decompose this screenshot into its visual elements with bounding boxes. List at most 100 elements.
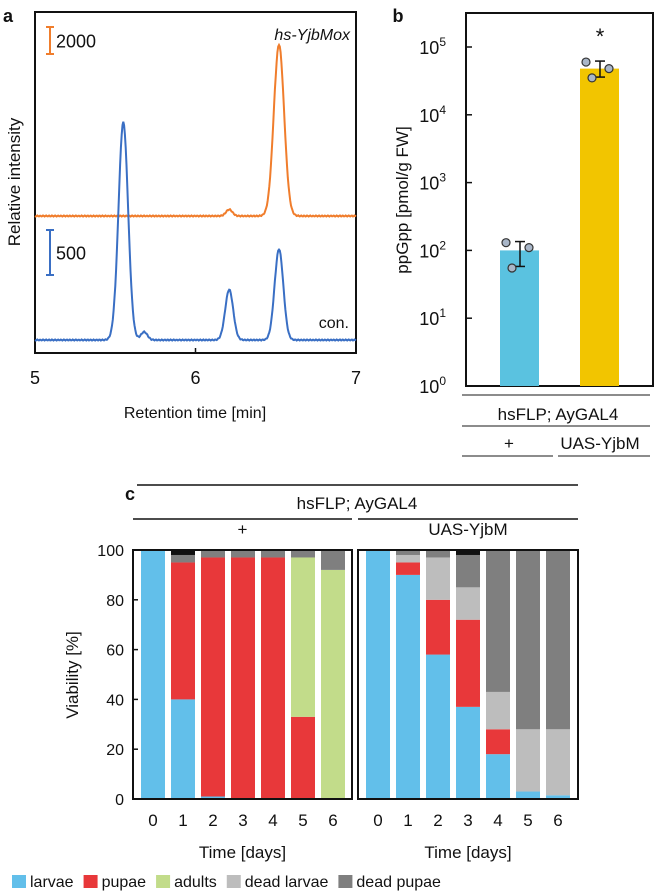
y-axis-label: Relative intensity (5, 117, 24, 246)
y-tick-label: 104 (419, 103, 446, 126)
bar-segment-dead-larvae (456, 587, 480, 620)
bar-segment-dead-pupae (231, 550, 255, 558)
group-label: hsFLP; AyGAL4 (297, 494, 418, 513)
bar-segment-larvae (171, 699, 195, 799)
x-tick-label: 6 (553, 811, 562, 830)
bar-segment-adults (291, 557, 315, 717)
bar-segment-pupae (456, 619, 480, 707)
y-tick-label: 101 (419, 306, 446, 329)
trace-control (34, 121, 357, 342)
bar-segment-pupae (291, 716, 315, 799)
legend-swatch (226, 875, 241, 888)
bar-segment-dead-pupae (426, 550, 450, 558)
y-tick-label: 102 (419, 238, 446, 261)
y-tick-label: 105 (419, 35, 446, 58)
y-tick-label: 0 (115, 792, 124, 809)
x-tick-label: 0 (148, 811, 157, 830)
bar-segment-larvae (456, 706, 480, 799)
bar-segment-dead-pupae (201, 550, 225, 558)
legend-label: adults (174, 874, 217, 891)
trace-label: hs-YjbMox (274, 27, 351, 44)
data-point (581, 57, 591, 67)
panel-b-frame (465, 12, 654, 387)
x-axis-label: Time [days] (199, 843, 286, 862)
bar-segment-larvae (366, 550, 390, 799)
category-label: + (504, 434, 514, 453)
legend-label: pupae (102, 874, 147, 891)
x-tick-label: 5 (30, 368, 40, 388)
x-axis-label: Retention time [min] (124, 405, 266, 422)
y-axis-label: ppGpp [pmol/g FW] (393, 126, 412, 273)
x-tick-label: 0 (373, 811, 382, 830)
bar-segment-dead-pupae (546, 550, 570, 730)
y-tick-label: 40 (106, 692, 124, 709)
x-tick-label: 3 (463, 811, 472, 830)
bar-segment-dead-pupae (171, 554, 195, 563)
legend-label: dead pupae (356, 874, 441, 891)
bar-segment-dead-pupae (456, 554, 480, 588)
panel-label-a: a (3, 6, 14, 26)
bar-segment-pupae (396, 562, 420, 575)
bar-segment-dead-larvae (486, 691, 510, 730)
significance-marker: * (596, 24, 605, 49)
scale-bar-label: 2000 (56, 32, 96, 52)
bar-segment-dead-pupae (516, 550, 540, 730)
bar-segment-dead-pupae (321, 550, 345, 570)
scale-bar-label: 500 (56, 244, 86, 264)
panel-c-frame (132, 549, 353, 800)
y-tick-label: 103 (419, 171, 446, 194)
x-tick-label: 1 (403, 811, 412, 830)
bar-segment-other (456, 550, 480, 555)
group-label: hsFLP; AyGAL4 (498, 405, 619, 424)
data-point (524, 242, 534, 253)
panel-label-b: b (393, 6, 404, 26)
data-point (507, 263, 517, 273)
legend-swatch (83, 875, 98, 888)
bar-segment-pupae (261, 557, 285, 799)
x-tick-label: 4 (268, 811, 277, 830)
x-tick-label: 6 (328, 811, 337, 830)
trace-hs-yjbmox (34, 42, 357, 218)
x-tick-label: 1 (178, 811, 187, 830)
bar (580, 68, 619, 386)
condition-label: UAS-YjbM (428, 520, 507, 539)
legend-swatch (156, 875, 171, 888)
trace-label: con. (319, 315, 349, 332)
x-tick-label: 6 (190, 368, 200, 388)
bar-segment-larvae (546, 795, 570, 799)
bar-segment-dead-pupae (396, 550, 420, 555)
x-axis-label: Time [days] (424, 843, 511, 862)
category-label: UAS-YjbM (560, 434, 639, 453)
legend-swatch (12, 875, 26, 888)
bar-segment-dead-larvae (396, 554, 420, 563)
panel-c-frame (357, 549, 579, 800)
legend-label: dead larvae (245, 874, 329, 891)
data-point (587, 73, 597, 83)
y-tick-label: 80 (106, 593, 124, 610)
bar-segment-adults (321, 569, 345, 799)
y-axis-label: Viability [%] (63, 631, 82, 719)
bar-segment-dead-pupae (291, 550, 315, 558)
bar-segment-dead-larvae (426, 557, 450, 600)
x-tick-label: 2 (433, 811, 442, 830)
data-point (501, 238, 511, 248)
panel-label-c: c (125, 484, 135, 504)
bar-segment-larvae (486, 754, 510, 799)
legend-label: larvae (30, 874, 74, 891)
x-tick-label: 7 (351, 368, 361, 388)
x-tick-label: 3 (238, 811, 247, 830)
bar-segment-dead-larvae (516, 729, 540, 792)
x-tick-label: 5 (298, 811, 307, 830)
condition-label: + (238, 520, 248, 539)
bar-segment-larvae (396, 574, 420, 799)
bar-segment-larvae (426, 654, 450, 799)
y-tick-label: 60 (106, 643, 124, 660)
bar (500, 250, 539, 386)
bar-segment-pupae (201, 557, 225, 797)
bar-segment-larvae (141, 550, 165, 799)
bar-segment-larvae (201, 796, 225, 799)
bar-segment-pupae (231, 557, 255, 799)
bar-segment-pupae (171, 562, 195, 700)
